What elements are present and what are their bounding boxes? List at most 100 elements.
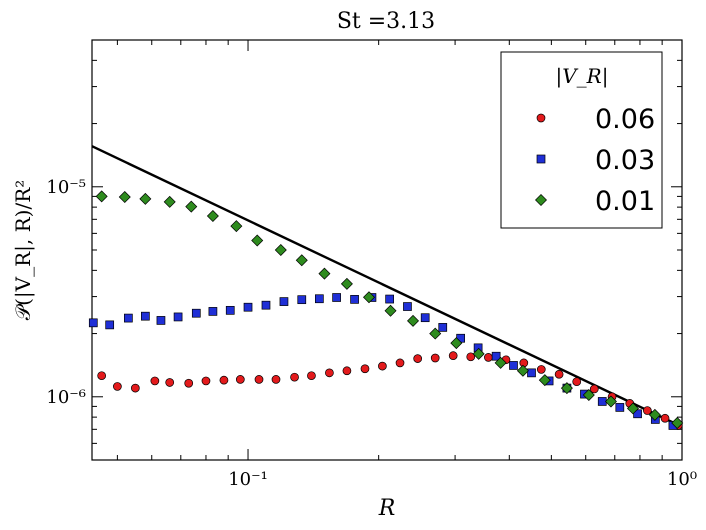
legend-marker-diamond [535,194,547,206]
data-point-circle [360,364,370,374]
data-point-diamond [494,356,507,369]
data-point-square [297,295,307,305]
data-point-square [615,403,625,412]
y-tick-label: 10⁻⁶ [46,387,86,408]
data-point-diamond [560,382,573,395]
x-axis-label: R [378,496,396,521]
data-point-circle [165,378,175,387]
data-point-diamond [230,220,243,233]
data-point-square [261,300,271,310]
data-point-circle [413,354,423,363]
data-point-diamond [340,277,353,290]
data-point-square [491,351,501,361]
data-point-circle [430,353,440,363]
data-point-circle [448,351,458,360]
data-point-square [156,316,166,325]
data-point-circle [342,366,352,376]
legend-items: 0.06 0.03 0.01 [535,104,655,217]
data-points [88,190,684,430]
data-point-circle [466,352,476,362]
data-point-circle [113,382,122,391]
x-tick-label: 10⁻¹ [228,469,268,490]
data-point-circle [395,358,405,368]
data-point-square [527,368,536,378]
data-point-diamond [295,254,308,267]
chart-title: St =3.13 [337,9,435,34]
y-axis-label: 𝒫(|V_R|, R)/R² [11,180,36,321]
data-point-circle [184,378,194,388]
data-point-square [385,294,394,304]
data-point-circle [97,371,107,381]
data-point-circle [554,369,564,379]
legend-label: 0.03 [595,145,655,176]
legend-marker-circle [536,113,546,123]
data-point-diamond [185,200,198,213]
data-point-square [225,305,235,315]
data-point-square [332,293,341,302]
data-point-circle [325,368,334,378]
legend-label: 0.06 [595,104,655,135]
data-point-diamond [407,314,420,327]
axis-ticks [92,39,683,461]
legend-box [500,51,663,229]
data-point-circle [536,365,546,374]
data-point-diamond [95,190,108,203]
x-tick-label: 10⁰ [667,469,697,490]
reference-line [91,145,683,428]
data-point-square [403,302,412,311]
data-point-diamond [582,388,595,401]
data-point-square [243,302,253,312]
data-point-diamond [604,395,617,408]
data-point-circle [201,376,211,386]
data-point-circle [660,413,670,423]
data-point-diamond [429,327,442,340]
data-point-circle [271,375,281,384]
data-point-square [124,313,133,323]
data-point-square [208,307,218,316]
data-point-diamond [118,191,131,203]
data-point-circle [150,376,160,386]
data-point-square [314,294,324,304]
data-point-square [279,297,289,306]
data-point-circle [130,383,140,393]
axis-tick-labels: 10⁻¹ 10⁰ 10⁻⁶ 10⁻⁵ [46,177,697,490]
data-point-diamond [251,234,264,247]
data-point-diamond [538,374,551,387]
legend: |V_R| 0.06 0.03 0.01 [500,51,663,229]
data-point-diamond [139,192,152,205]
data-point-diamond [626,402,639,415]
data-point-circle [254,375,264,384]
data-point-diamond [450,337,463,350]
data-point-circle [235,375,245,384]
legend-label: 0.01 [595,186,655,217]
data-point-diamond [274,244,287,256]
data-point-diamond [472,347,485,360]
data-point-circle [572,377,582,387]
legend-marker-square [536,154,546,164]
data-point-diamond [363,291,375,304]
data-point-circle [290,372,299,382]
data-point-square [88,318,98,328]
data-point-diamond [384,304,397,317]
data-point-square [509,361,518,370]
data-point-circle [219,375,229,385]
data-point-square [420,313,430,323]
data-point-square [141,311,150,321]
data-point-diamond [671,417,684,430]
y-tick-label: 10⁻⁵ [46,177,86,198]
data-point-square [191,308,201,318]
data-point-diamond [516,364,529,377]
data-point-diamond [318,267,331,280]
data-point-diamond [648,408,661,421]
data-point-square [350,295,359,304]
data-point-circle [484,353,493,362]
data-point-square [173,312,183,322]
data-point-circle [589,384,599,394]
data-point-diamond [206,209,219,222]
legend-title: |V_R| [556,64,609,89]
data-point-square [438,323,448,332]
data-point-circle [642,406,652,415]
data-point-circle [378,361,387,371]
data-point-diamond [163,195,176,208]
